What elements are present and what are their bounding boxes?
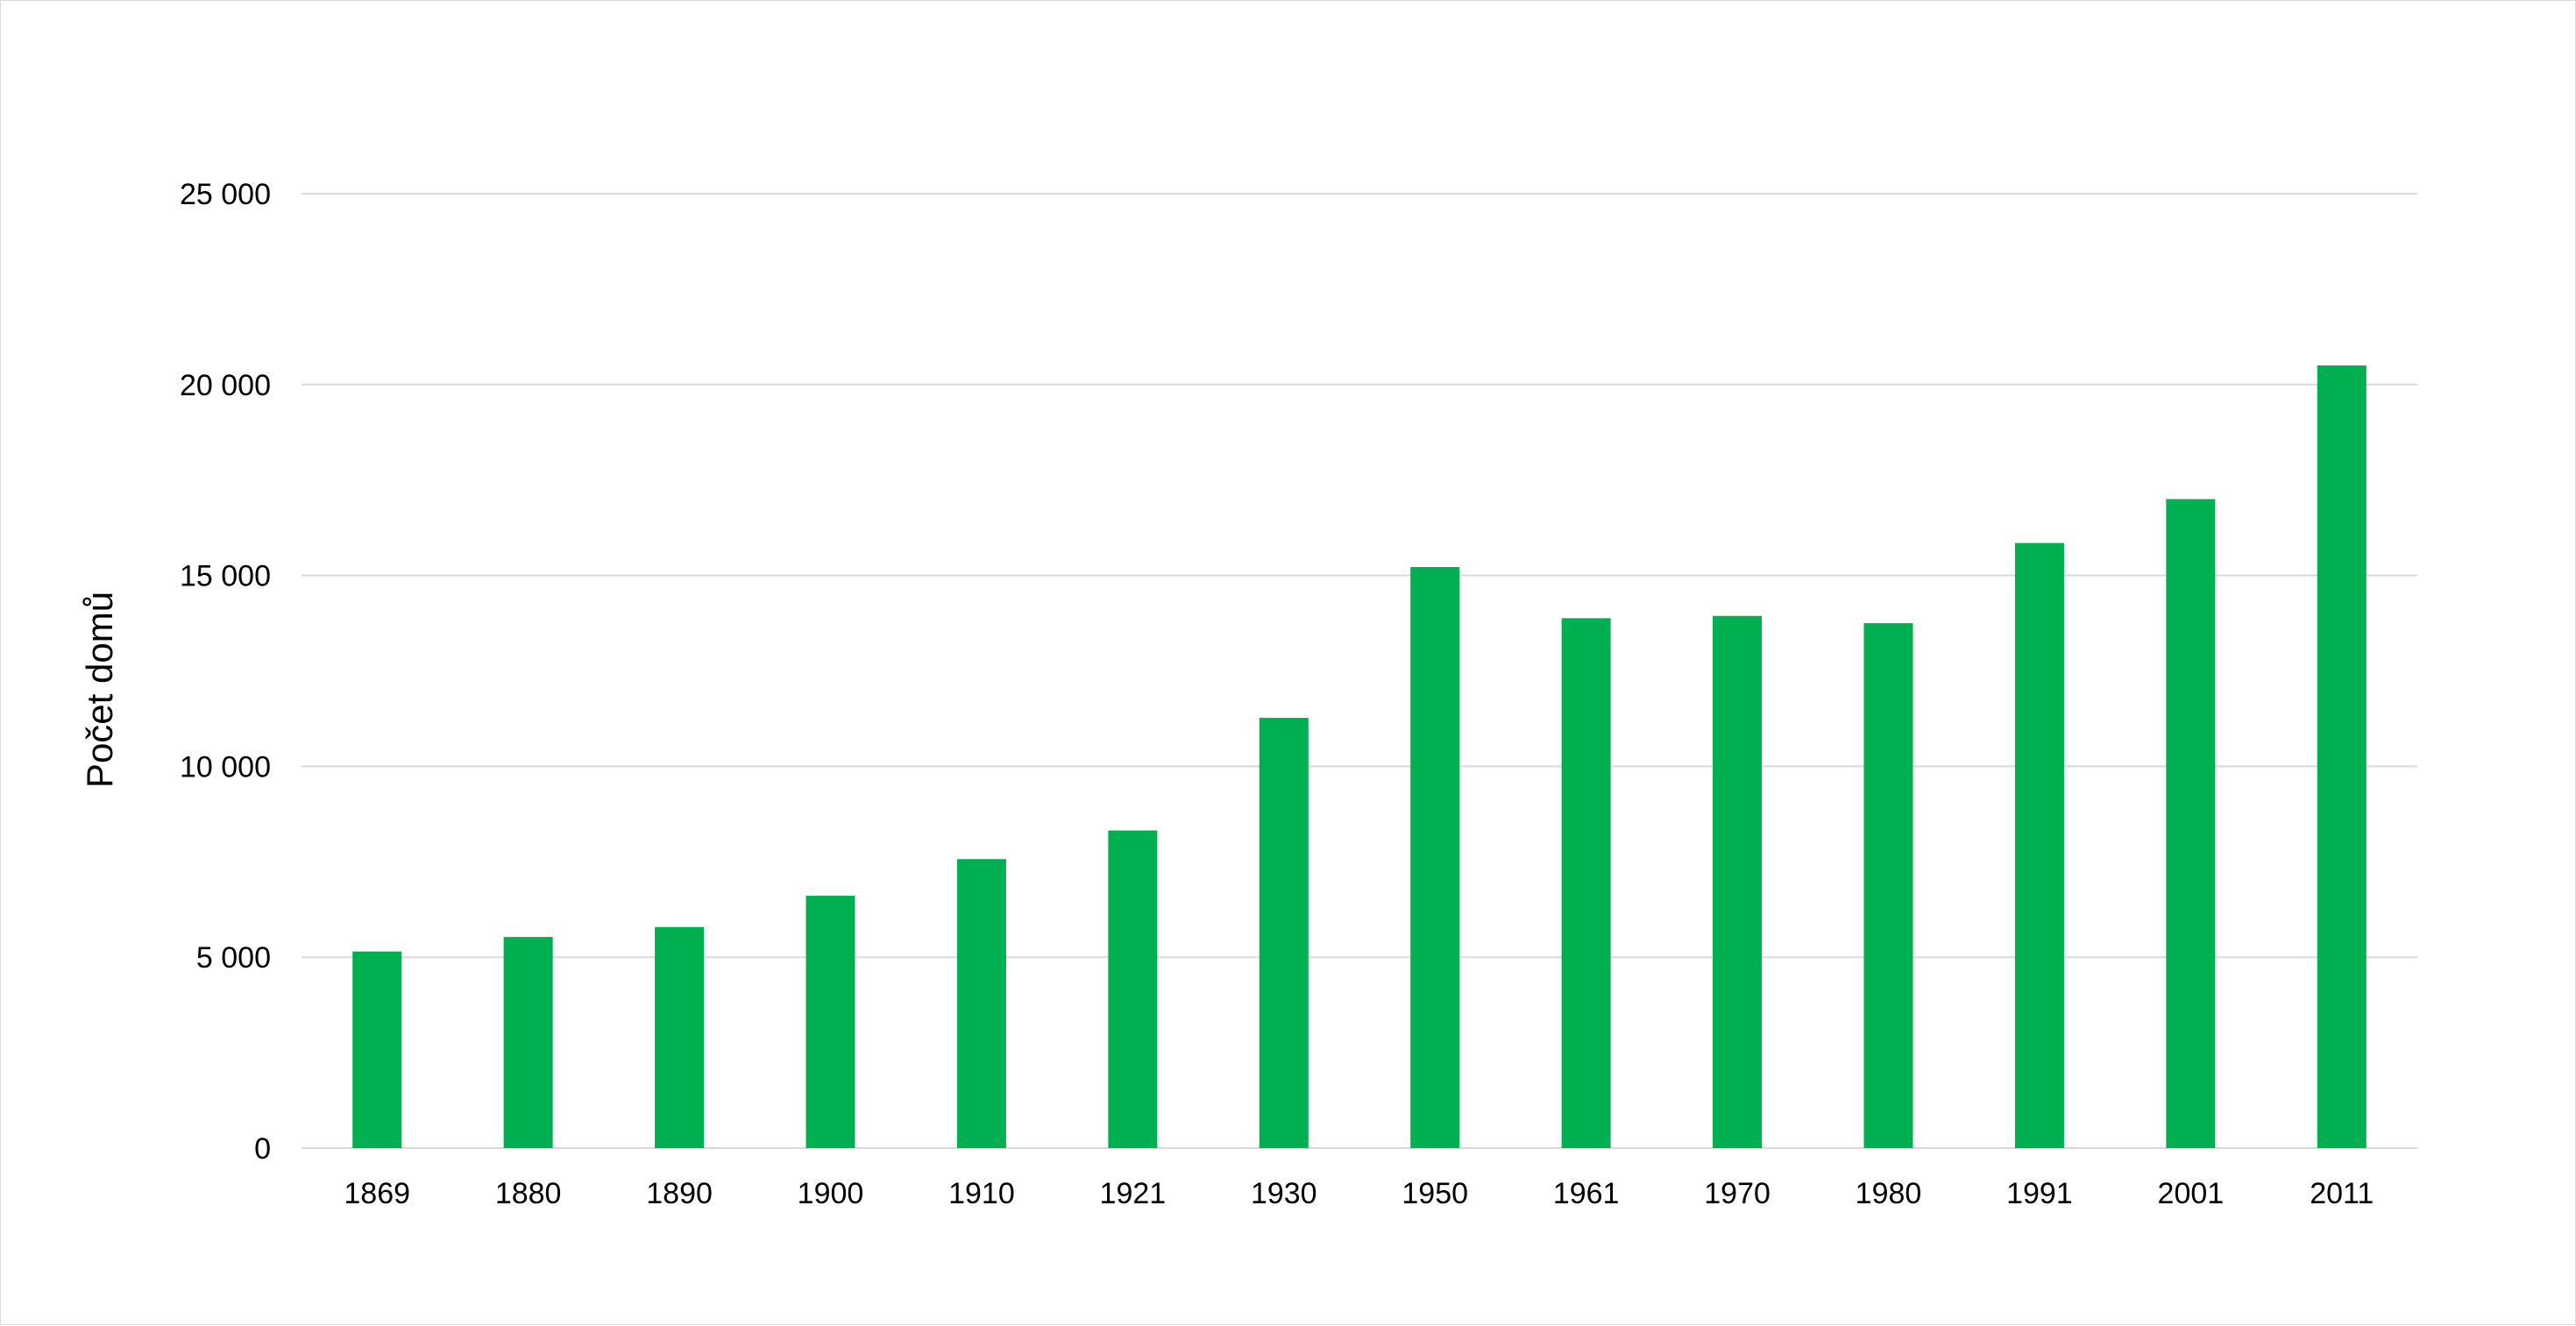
bar-1910 (956, 859, 1006, 1148)
x-tick-label: 1921 (1100, 1177, 1167, 1210)
x-axis-ticks: 1869 1880 1890 1900 1910 1921 1930 1950 1961 1970… (344, 1177, 2374, 1210)
bar-1980 (1863, 623, 1913, 1148)
y-axis-title: Počet domů (79, 592, 120, 788)
bars (352, 365, 2367, 1148)
bar-1970 (1713, 615, 1763, 1148)
y-tick-label: 25 000 (180, 178, 271, 211)
x-tick-label: 1930 (1251, 1177, 1317, 1210)
bar-1890 (655, 926, 705, 1148)
bar-1961 (1561, 618, 1611, 1148)
bar-1900 (805, 896, 855, 1148)
bar-1921 (1108, 830, 1158, 1148)
y-tick-label: 20 000 (180, 369, 271, 402)
x-tick-label: 1970 (1704, 1177, 1771, 1210)
bar-1950 (1410, 567, 1460, 1148)
bar-1869 (352, 951, 402, 1148)
bar-1930 (1259, 718, 1309, 1148)
bar-1991 (2014, 542, 2064, 1148)
x-tick-label: 2011 (2310, 1177, 2374, 1210)
x-tick-label: 2001 (2158, 1177, 2225, 1210)
x-tick-label: 1961 (1553, 1177, 1620, 1210)
y-tick-label: 10 000 (180, 750, 271, 784)
y-tick-label: 0 (254, 1132, 271, 1166)
gridlines (302, 193, 2417, 1149)
x-tick-label: 1880 (495, 1177, 562, 1210)
y-tick-label: 15 000 (180, 560, 271, 593)
x-tick-label: 1950 (1402, 1177, 1468, 1210)
x-tick-label: 1910 (948, 1177, 1015, 1210)
bar-1880 (503, 937, 553, 1148)
y-axis-ticks: 0 5 000 10 000 15 000 20 000 25 000 (180, 178, 271, 1166)
x-tick-label: 1900 (798, 1177, 864, 1210)
bar-2011 (2317, 365, 2367, 1148)
x-tick-label: 1991 (2006, 1177, 2073, 1210)
bar-2001 (2166, 499, 2216, 1148)
x-tick-label: 1890 (646, 1177, 713, 1210)
x-tick-label: 1869 (344, 1177, 410, 1210)
x-tick-label: 1980 (1856, 1177, 1922, 1210)
y-tick-label: 5 000 (196, 941, 271, 975)
